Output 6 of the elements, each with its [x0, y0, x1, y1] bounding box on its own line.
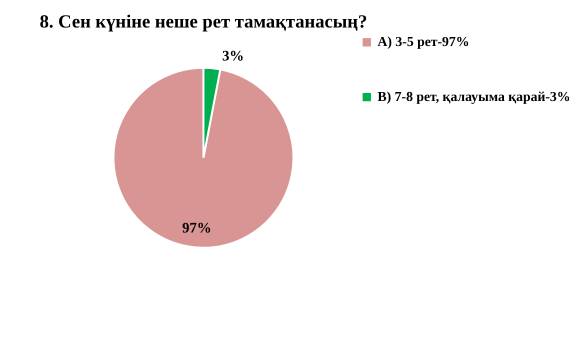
- data-label: 97%: [182, 220, 212, 237]
- data-label: 3%: [222, 48, 244, 65]
- chart-title: 8. Сен күніне неше рет тамақтанасың?: [40, 12, 368, 33]
- legend-label: А) 3-5 рет-97%: [378, 34, 470, 50]
- legend-label: В) 7-8 рет, қалауыма қарай-3%: [378, 89, 570, 104]
- pie-slice: [112, 66, 294, 249]
